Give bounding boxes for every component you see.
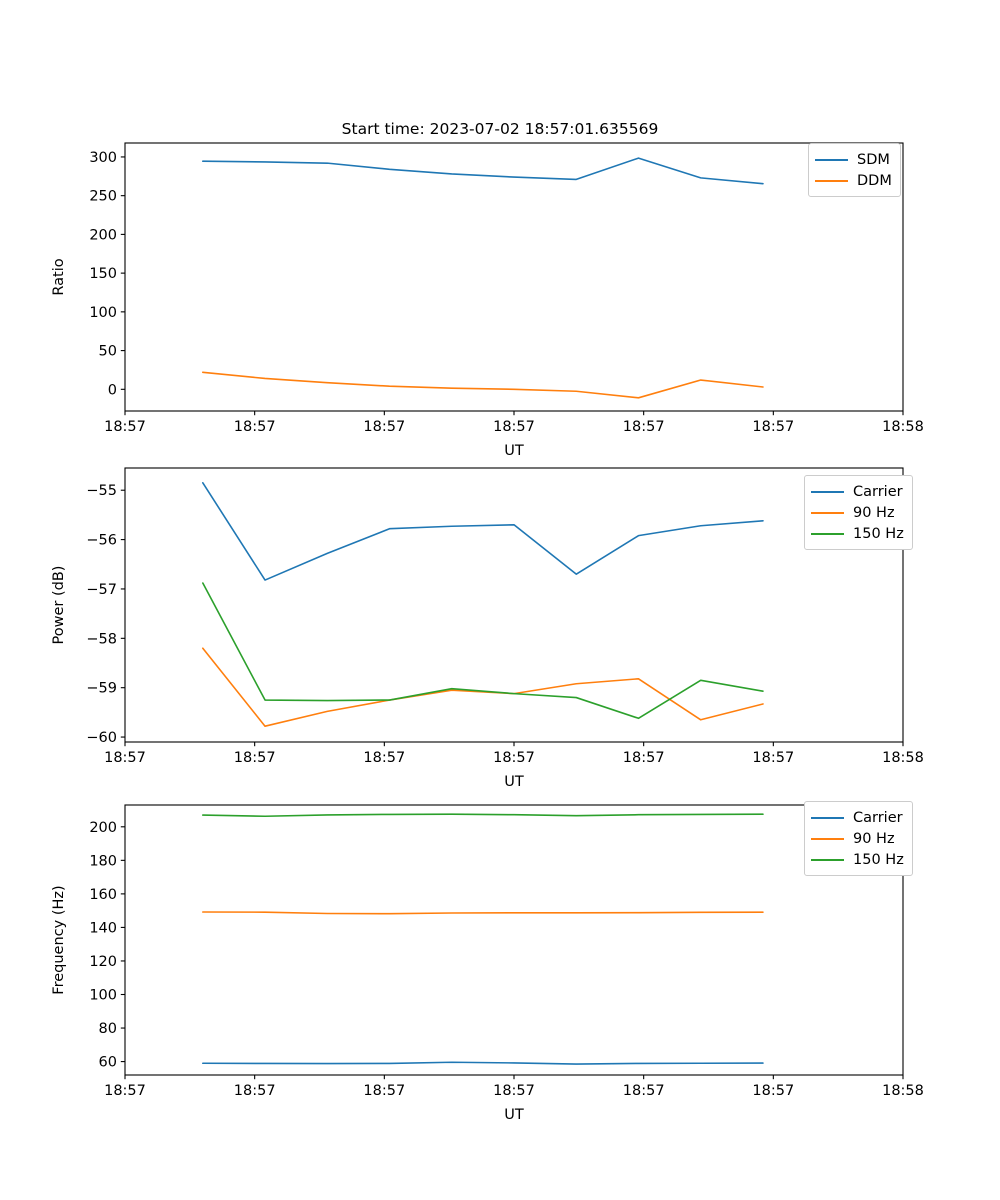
y-tick-label: −56	[86, 533, 117, 549]
x-tick-label: 18:57	[234, 1083, 276, 1099]
legend-swatch-icon	[815, 158, 848, 161]
x-tick-label: 18:57	[104, 750, 146, 766]
legend-label: Carrier	[853, 483, 903, 500]
y-tick-label: 160	[89, 887, 117, 903]
y-tick-label: −60	[86, 730, 117, 746]
x-axis-label: UT	[504, 774, 524, 790]
panel-frequency-svg: 18:57 18:57 18:57 18:57 18:57 18:57 18:58 60 80 1…	[51, 804, 924, 1123]
x-tick-label: 18:58	[882, 1083, 924, 1099]
legend-item[interactable]: Carrier	[811, 481, 904, 502]
x-tick-label: 18:58	[882, 750, 924, 766]
figure-title: Start time: 2023-07-02 18:57:01.635569	[341, 120, 659, 138]
legend-label: DDM	[857, 172, 892, 189]
legend-swatch-icon	[811, 837, 844, 840]
y-tick-label: −55	[86, 483, 117, 499]
legend-item[interactable]: 90 Hz	[811, 502, 904, 523]
legend-item[interactable]: 90 Hz	[811, 828, 904, 849]
y-tick-label: −57	[86, 582, 117, 598]
legend-item[interactable]: Carrier	[811, 807, 904, 828]
y-tick-label: 180	[89, 853, 117, 869]
y-tick-label: 120	[89, 954, 117, 970]
legend-item[interactable]: SDM	[815, 149, 892, 170]
x-tick-label: 18:57	[493, 419, 535, 435]
legend-ratio[interactable]: SDM DDM	[808, 143, 901, 197]
panel-power: 18:57 18:57 18:57 18:57 18:57 18:57 18:58 −60 −5…	[0, 440, 1000, 800]
legend-item[interactable]: 150 Hz	[811, 849, 904, 870]
x-axis-label: UT	[504, 1107, 524, 1123]
x-tick-label: 18:57	[752, 1083, 794, 1099]
legend-label: 150 Hz	[853, 851, 904, 868]
series-line	[202, 482, 764, 581]
y-tick-label: 100	[89, 988, 117, 1004]
y-axis-label: Frequency (Hz)	[51, 885, 67, 994]
x-tick-label: 18:57	[234, 750, 276, 766]
legend-frequency[interactable]: Carrier 90 Hz 150 Hz	[804, 801, 913, 876]
legend-swatch-icon	[811, 511, 844, 514]
x-tick-label: 18:57	[752, 750, 794, 766]
series-line	[202, 1061, 764, 1065]
y-tick-label: 200	[89, 820, 117, 836]
x-tick-label: 18:58	[882, 419, 924, 435]
panel-power-svg: 18:57 18:57 18:57 18:57 18:57 18:57 18:58 −60 −5…	[51, 467, 924, 790]
x-tick-label: 18:57	[363, 1083, 405, 1099]
x-tick-label: 18:57	[104, 1083, 146, 1099]
x-tick-label: 18:57	[493, 750, 535, 766]
legend-item[interactable]: DDM	[815, 170, 892, 191]
series-line	[202, 813, 764, 818]
legend-label: SDM	[857, 151, 890, 168]
legend-label: Carrier	[853, 809, 903, 826]
panel-frequency: 18:57 18:57 18:57 18:57 18:57 18:57 18:58 60 80 1…	[0, 765, 1000, 1200]
y-tick-label: 60	[99, 1055, 117, 1071]
x-tick-label: 18:57	[104, 419, 146, 435]
axes-frame	[124, 804, 904, 1076]
panel-ratio: 18:57 18:57 18:57 18:57 18:57 18:57 18:58 0 50 10…	[0, 0, 1000, 460]
y-axis-label: Ratio	[51, 258, 67, 295]
y-tick-label: 200	[89, 227, 117, 243]
legend-swatch-icon	[811, 816, 844, 819]
legend-swatch-icon	[811, 532, 844, 535]
y-tick-label: 0	[108, 382, 117, 398]
series-line	[202, 582, 764, 720]
x-tick-label: 18:57	[623, 750, 665, 766]
legend-swatch-icon	[811, 858, 844, 861]
x-tick-label: 18:57	[363, 419, 405, 435]
x-tick-label: 18:57	[752, 419, 794, 435]
legend-label: 90 Hz	[853, 504, 895, 521]
x-tick-label: 18:57	[234, 419, 276, 435]
legend-swatch-icon	[811, 490, 844, 493]
y-tick-label: 50	[99, 344, 117, 360]
x-tick-label: 18:57	[623, 1083, 665, 1099]
legend-swatch-icon	[815, 179, 848, 182]
axes-frame	[124, 467, 904, 743]
y-tick-label: 140	[89, 920, 117, 936]
series-line	[202, 371, 764, 399]
legend-label: 150 Hz	[853, 525, 904, 542]
legend-power[interactable]: Carrier 90 Hz 150 Hz	[804, 475, 913, 550]
y-axis-label: Power (dB)	[51, 566, 67, 645]
y-tick-label: 150	[89, 266, 117, 282]
x-axis-label: UT	[504, 443, 524, 459]
y-tick-label: −58	[86, 631, 117, 647]
y-tick-label: 100	[89, 305, 117, 321]
x-tick-label: 18:57	[493, 1083, 535, 1099]
y-tick-label: 300	[89, 150, 117, 166]
legend-label: 90 Hz	[853, 830, 895, 847]
x-tick-label: 18:57	[623, 419, 665, 435]
series-line	[202, 157, 764, 185]
axes-frame	[124, 142, 904, 412]
y-tick-label: 250	[89, 189, 117, 205]
y-tick-label: −59	[86, 681, 117, 697]
panel-ratio-svg: 18:57 18:57 18:57 18:57 18:57 18:57 18:58 0 50 10…	[51, 142, 924, 459]
y-tick-label: 80	[99, 1021, 117, 1037]
legend-item[interactable]: 150 Hz	[811, 523, 904, 544]
x-tick-label: 18:57	[363, 750, 405, 766]
series-line	[202, 911, 764, 915]
